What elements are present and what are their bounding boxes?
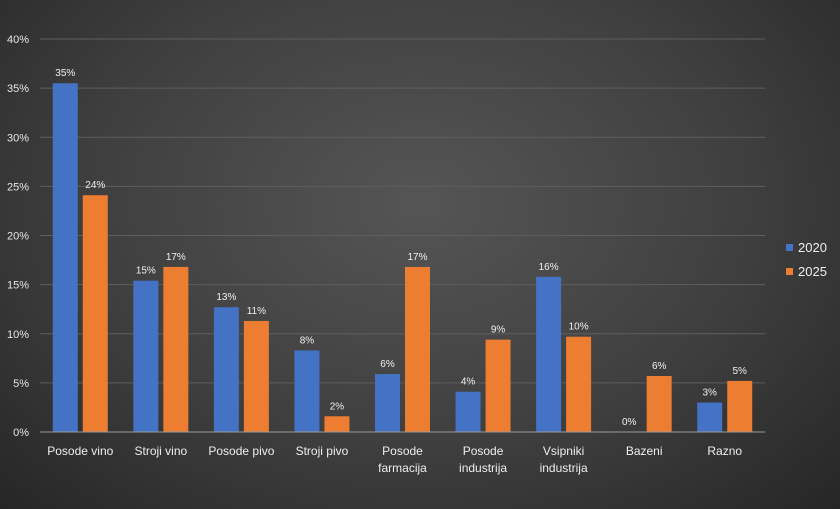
data-label: 35% — [55, 68, 75, 79]
data-label: 0% — [622, 417, 637, 428]
bar-2020 — [294, 350, 320, 432]
x-category-label: farmacija — [378, 461, 427, 475]
legend-swatch-2020 — [786, 244, 793, 251]
data-label: 3% — [702, 388, 717, 399]
data-label: 11% — [247, 306, 266, 317]
x-category-label: industrija — [459, 461, 507, 475]
y-tick-label: 0% — [13, 427, 29, 439]
data-label: 6% — [380, 359, 395, 370]
bar-2020 — [213, 307, 239, 432]
data-label: 16% — [539, 262, 559, 273]
x-category-label: Posode — [463, 444, 504, 458]
bar-2025 — [646, 375, 672, 432]
legend-label: 2020 — [798, 240, 827, 255]
y-tick-label: 15% — [7, 280, 29, 292]
gridlines — [40, 38, 765, 384]
x-category-label: industrija — [540, 461, 588, 475]
y-axis-ticks: 0% 5% 10% 15% 20% 25% 30% 35% 40% — [7, 34, 29, 439]
legend-label: 2025 — [798, 264, 827, 279]
data-label: 10% — [569, 322, 589, 333]
y-tick-label: 5% — [13, 378, 29, 390]
x-category-label: Posode pivo — [208, 444, 274, 458]
x-category-label: Razno — [707, 444, 742, 458]
x-category-label: Posode — [382, 444, 423, 458]
x-category-label: Bazeni — [626, 444, 663, 458]
data-label: 17% — [407, 252, 427, 263]
x-category-label: Stroji pivo — [296, 444, 349, 458]
y-tick-label: 10% — [7, 329, 29, 341]
bar-2020 — [536, 276, 562, 432]
data-label: 17% — [166, 252, 186, 263]
data-label: 15% — [136, 266, 156, 277]
data-label: 2% — [330, 401, 345, 412]
data-label: 6% — [652, 361, 667, 372]
bar-2025 — [566, 336, 592, 432]
x-category-label: Posode vino — [47, 444, 113, 458]
data-label: 5% — [732, 366, 747, 377]
data-label: 8% — [300, 335, 315, 346]
legend: 2020 2025 — [786, 240, 827, 279]
bar-2025 — [243, 320, 269, 432]
bar-2025 — [485, 339, 511, 432]
bar-2020 — [697, 402, 723, 432]
data-labels: 35% 24% 15% 17% 13% 11% 8% 2% 6% 17% 4% 9% 16% 10% 0% 6… — [55, 68, 747, 428]
legend-swatch-2025 — [786, 268, 793, 275]
x-category-label: Stroji vino — [134, 444, 187, 458]
bar-2025 — [405, 266, 430, 432]
y-tick-label: 35% — [7, 83, 29, 95]
data-label: 4% — [461, 377, 476, 388]
bar-2020 — [375, 374, 400, 432]
bar-2020 — [133, 280, 159, 432]
y-tick-label: 20% — [7, 231, 29, 243]
data-label: 13% — [216, 292, 236, 303]
bar-2025 — [324, 416, 350, 432]
y-tick-label: 25% — [7, 181, 29, 193]
data-label: 9% — [491, 325, 506, 336]
bar-2025 — [163, 266, 189, 432]
bar-2020 — [455, 391, 481, 432]
y-tick-label: 40% — [7, 34, 29, 46]
x-axis-categories: Posode vino Stroji vino Posode pivo Stroji … — [47, 444, 742, 475]
data-label: 24% — [85, 180, 105, 191]
bar-2025 — [82, 195, 108, 432]
bar-2020 — [52, 83, 78, 433]
y-tick-label: 30% — [7, 132, 29, 144]
x-category-label: Vsipniki — [543, 444, 584, 458]
bar-2025 — [727, 380, 753, 432]
bars — [52, 83, 753, 433]
